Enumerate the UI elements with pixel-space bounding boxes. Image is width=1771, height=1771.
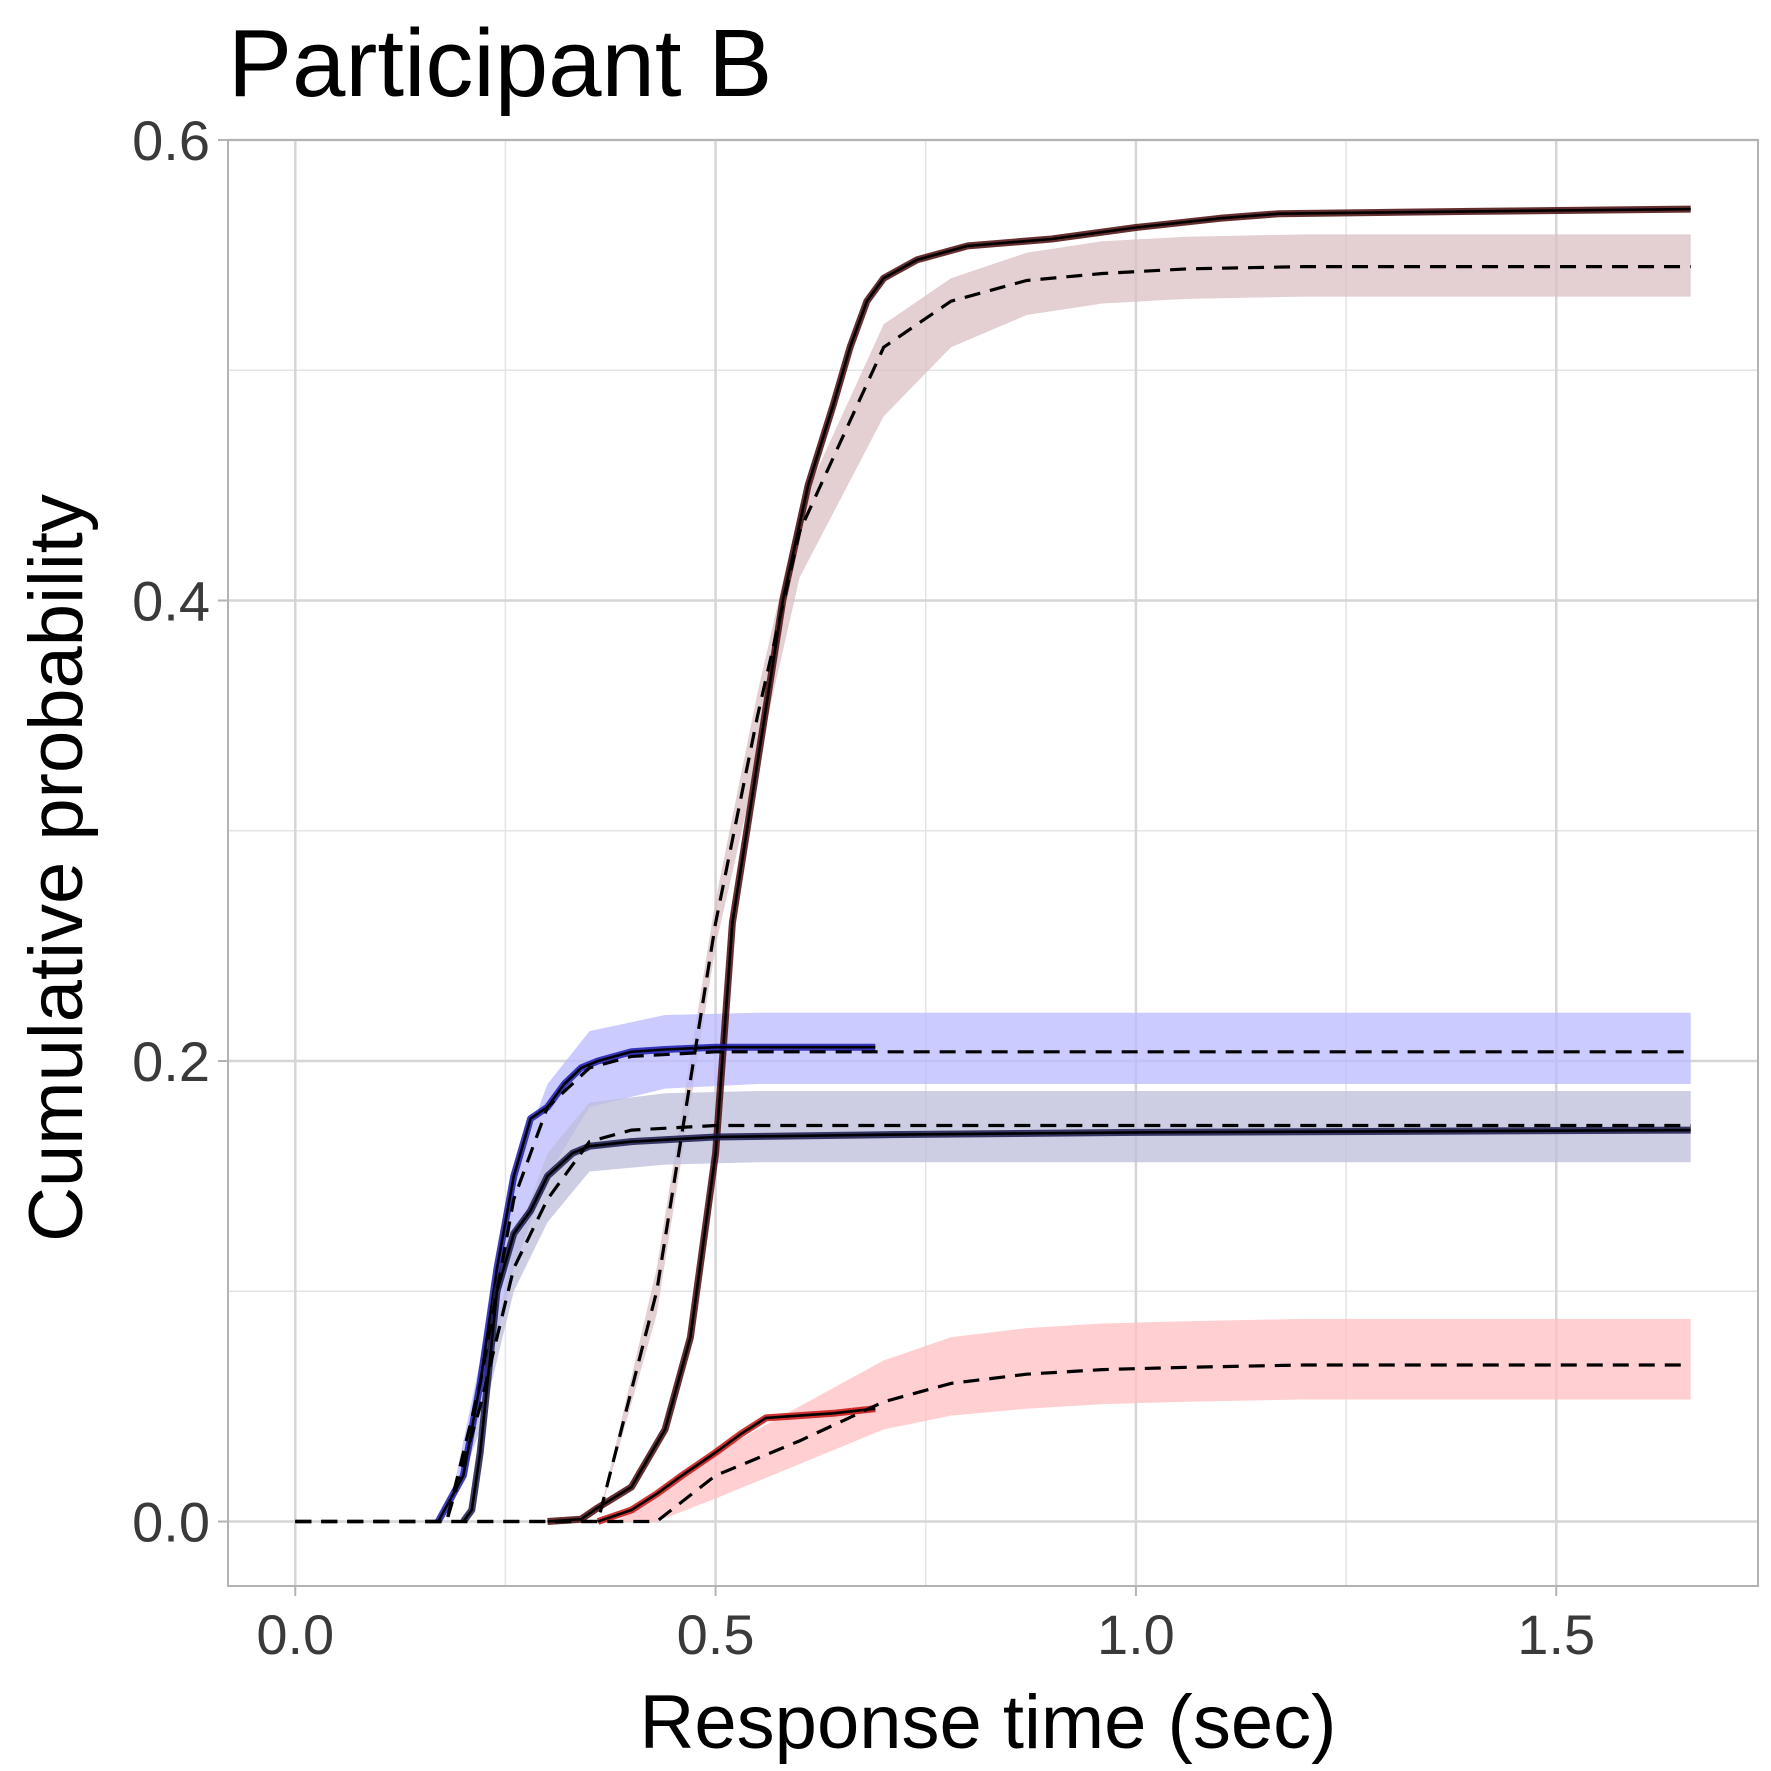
series-line-dashed [295, 1123, 1691, 1524]
y-tick-label: 0.4 [132, 570, 210, 633]
x-tick-label: 0.0 [256, 1603, 334, 1666]
confidence-bands [446, 234, 1691, 1522]
band-blue_band [446, 1012, 1691, 1522]
y-tick-label: 0.0 [132, 1491, 210, 1554]
chart-title: Participant B [228, 10, 772, 117]
series-line-dashed [295, 1050, 1691, 1524]
x-tick-label: 1.0 [1097, 1603, 1175, 1666]
y-tick-labels: 0.0 0.2 0.4 0.6 [132, 109, 228, 1554]
x-tick-label: 0.5 [677, 1603, 755, 1666]
series-line-red [597, 1407, 876, 1523]
x-axis-label: Response time (sec) [640, 1680, 1337, 1765]
x-tick-label: 1.5 [1517, 1603, 1595, 1666]
series-line-dark_red [547, 207, 1691, 1523]
series-line-dashed [295, 265, 1691, 1524]
band-red_band [614, 1318, 1691, 1522]
y-tick-label: 0.6 [132, 109, 210, 172]
series-line-blue [437, 1045, 876, 1523]
series-line-dashed [295, 1363, 1691, 1524]
y-axis-label: Cumulative probability [14, 494, 99, 1242]
x-tick-labels: 0.0 0.5 1.0 1.5 [256, 1586, 1595, 1666]
series-lines [295, 205, 1691, 1525]
series-line-navy [462, 1128, 1691, 1523]
plot-border [227, 139, 1759, 1587]
y-tick-label: 0.2 [132, 1030, 210, 1093]
band-navy_band [446, 1091, 1691, 1522]
